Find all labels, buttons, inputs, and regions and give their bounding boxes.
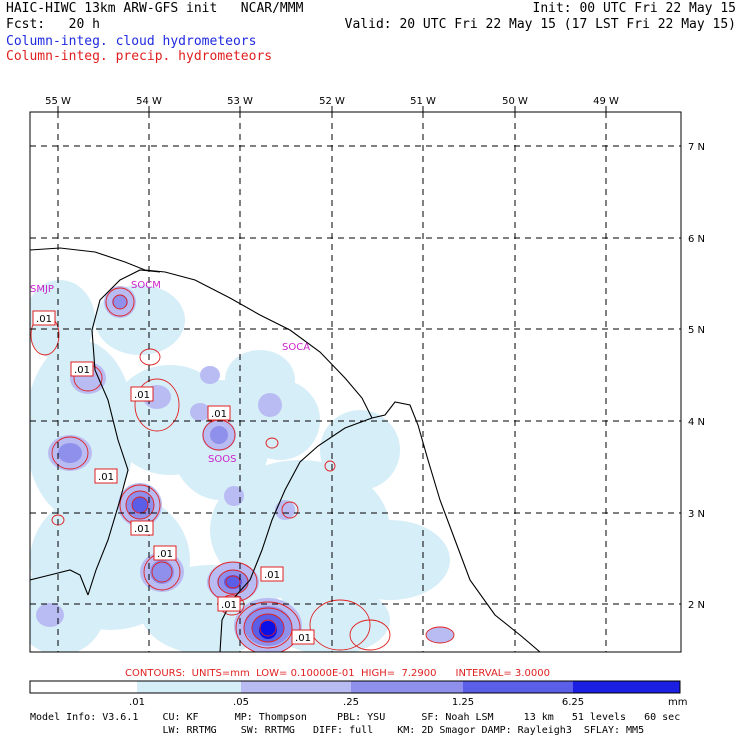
model-title: HAIC-HIWC 13km ARW-GFS init NCAR/MMM xyxy=(6,1,304,16)
lon-label: 50 W xyxy=(502,96,528,107)
lat-label: 2 N xyxy=(688,600,705,611)
lat-label: 3 N xyxy=(688,509,705,520)
valid-time: Valid: 20 UTC Fri 22 May 15 (17 LST Fri … xyxy=(344,17,736,32)
colorbar-unit: mm xyxy=(668,697,687,708)
contour-label: .01 xyxy=(157,549,173,560)
contour-label-box: .01 xyxy=(94,468,118,484)
lat-label: 4 N xyxy=(688,417,705,428)
graticule xyxy=(30,112,681,652)
lon-label: 51 W xyxy=(410,96,436,107)
colorbar-tick: .05 xyxy=(233,697,249,708)
model-info-line2: LW: RRTMG SW: RRTMG DIFF: full KM: 2D Sm… xyxy=(30,725,645,736)
colorbar-tick: .25 xyxy=(343,697,359,708)
lon-labels: 55 W 54 W 53 W 52 W 51 W 50 W 49 W xyxy=(45,96,619,107)
coastline-boundaries xyxy=(30,247,541,652)
station-smjp: SMJP xyxy=(30,284,54,295)
init-time: Init: 00 UTC Fri 22 May 15 xyxy=(532,1,737,16)
precip-field-label: Column-integ. precip. hydrometeors xyxy=(6,49,273,64)
forecast-hour: Fcst: 20 h xyxy=(6,17,100,32)
lon-label: 55 W xyxy=(45,96,71,107)
contour-label-box: .01 xyxy=(260,566,284,582)
colorbar: .01 .05 .25 1.25 6.25 mm xyxy=(29,680,687,708)
lat-label: 6 N xyxy=(688,234,705,245)
model-info-line1: Model Info: V3.6.1 CU: KF MP: Thompson P… xyxy=(30,712,681,723)
contour-label: .01 xyxy=(221,600,237,611)
contour-label: .01 xyxy=(98,472,114,483)
station-soos: SOOS xyxy=(208,454,236,465)
lon-label: 49 W xyxy=(593,96,619,107)
contour-label: .01 xyxy=(211,409,227,420)
contour-label-box: .01 xyxy=(130,386,154,402)
colorbar-tick: 1.25 xyxy=(452,697,474,708)
station-soca: SOCA xyxy=(282,342,310,353)
lon-tick-marks xyxy=(57,106,607,112)
lon-label: 53 W xyxy=(227,96,253,107)
contour-label: .01 xyxy=(134,524,150,535)
contour-label: .01 xyxy=(36,314,52,325)
contour-label: .01 xyxy=(134,390,150,401)
contour-label-box: .01 xyxy=(217,596,241,612)
cloud-field-label: Column-integ. cloud hydrometeors xyxy=(6,34,257,49)
contours-info: CONTOURS: UNITS=mm LOW= 0.10000E-01 HIGH… xyxy=(125,668,550,679)
contour-label-box: .01 xyxy=(291,629,315,645)
lat-label: 7 N xyxy=(688,142,705,153)
contour-label-box: .01 xyxy=(130,520,154,536)
lon-label: 54 W xyxy=(136,96,162,107)
lat-labels: 7 N 6 N 5 N 4 N 3 N 2 N xyxy=(688,142,705,611)
contour-value-labels: .01 .01 .01 .01 .01 .01 .01 .01 .01 .01 xyxy=(32,310,315,645)
contour-label: .01 xyxy=(264,570,280,581)
lon-label: 52 W xyxy=(319,96,345,107)
station-labels: SMJP SOCM SOCA SOOS xyxy=(30,280,310,465)
lat-label: 5 N xyxy=(688,325,705,336)
map-frame xyxy=(29,111,682,653)
colorbar-tick: .01 xyxy=(129,697,145,708)
contour-label-box: .01 xyxy=(207,405,231,421)
contour-label-box: .01 xyxy=(70,361,94,377)
contour-label-box: .01 xyxy=(153,545,177,561)
station-socm: SOCM xyxy=(131,280,161,291)
contour-label: .01 xyxy=(74,365,90,376)
contour-label-box: .01 xyxy=(32,310,56,326)
contour-label: .01 xyxy=(295,633,311,644)
colorbar-tick: 6.25 xyxy=(562,697,584,708)
